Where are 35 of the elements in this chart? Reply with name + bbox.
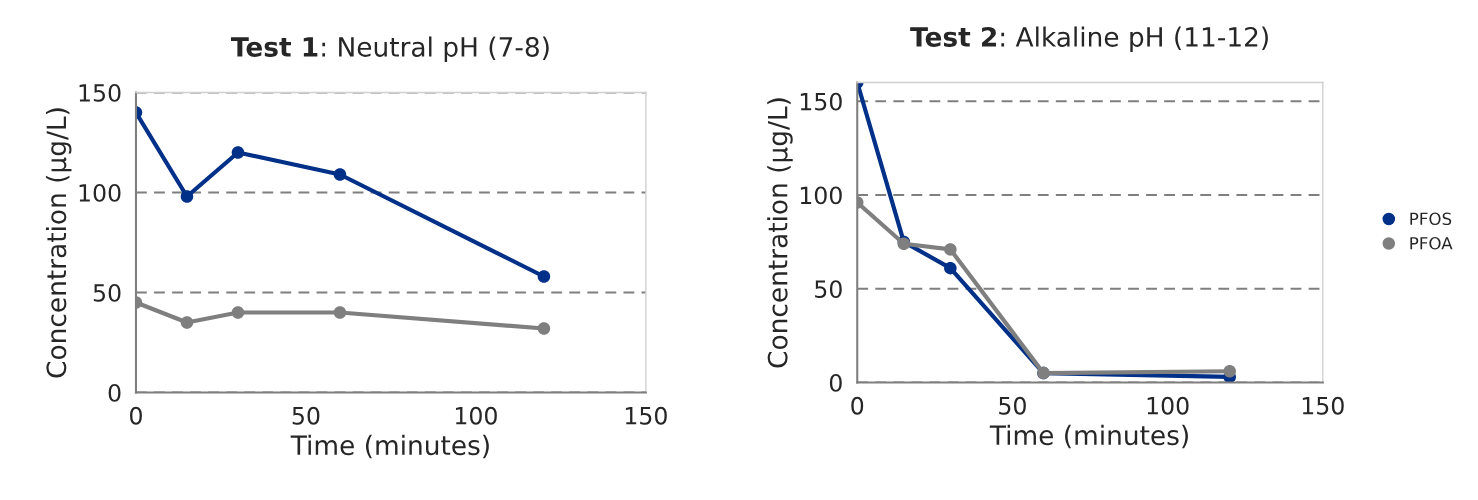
point xyxy=(180,316,194,329)
x-tick-label: 50 xyxy=(999,396,1026,415)
x-tick-label: 100 xyxy=(1147,396,1189,415)
x-tick-label: 0 xyxy=(130,406,142,425)
x-tick-label: 100 xyxy=(455,406,497,425)
y-tick-label: 150 xyxy=(800,92,842,111)
point xyxy=(537,270,551,283)
y-tick-label: 0 xyxy=(829,373,842,392)
y-tick-label: 50 xyxy=(93,283,121,302)
point xyxy=(1223,365,1236,378)
y-tick-label: 100 xyxy=(800,186,842,205)
x-axis-title: Time (minutes) xyxy=(989,424,1188,449)
point xyxy=(537,322,551,335)
chart-title: Test 2: Alkaline pH (11-12) xyxy=(910,26,1268,52)
point xyxy=(944,243,957,256)
chart-title: Test 1: Neutral pH (7-8) xyxy=(231,36,549,62)
x-tick-label: 0 xyxy=(851,396,864,415)
y-tick-label: 100 xyxy=(79,183,121,202)
point xyxy=(333,168,347,181)
y-axis-title: Concentration (µg/L) xyxy=(45,108,72,378)
y-tick-label: 50 xyxy=(815,280,842,299)
x-axis-title: Time (minutes) xyxy=(290,434,489,459)
x-tick-label: 50 xyxy=(292,406,320,425)
point xyxy=(180,190,194,203)
y-tick-label: 150 xyxy=(79,83,121,102)
point xyxy=(944,261,957,275)
legend-label: PFOS xyxy=(1410,212,1452,226)
point xyxy=(231,146,245,159)
legend-label: PFOA xyxy=(1410,236,1453,250)
x-tick-label: 150 xyxy=(625,406,667,425)
point xyxy=(333,306,347,319)
y-tick-label: 0 xyxy=(108,383,121,402)
x-tick-label: 150 xyxy=(1302,396,1344,415)
point xyxy=(231,306,245,319)
y-axis-title: Concentration (µg/L) xyxy=(767,98,793,368)
